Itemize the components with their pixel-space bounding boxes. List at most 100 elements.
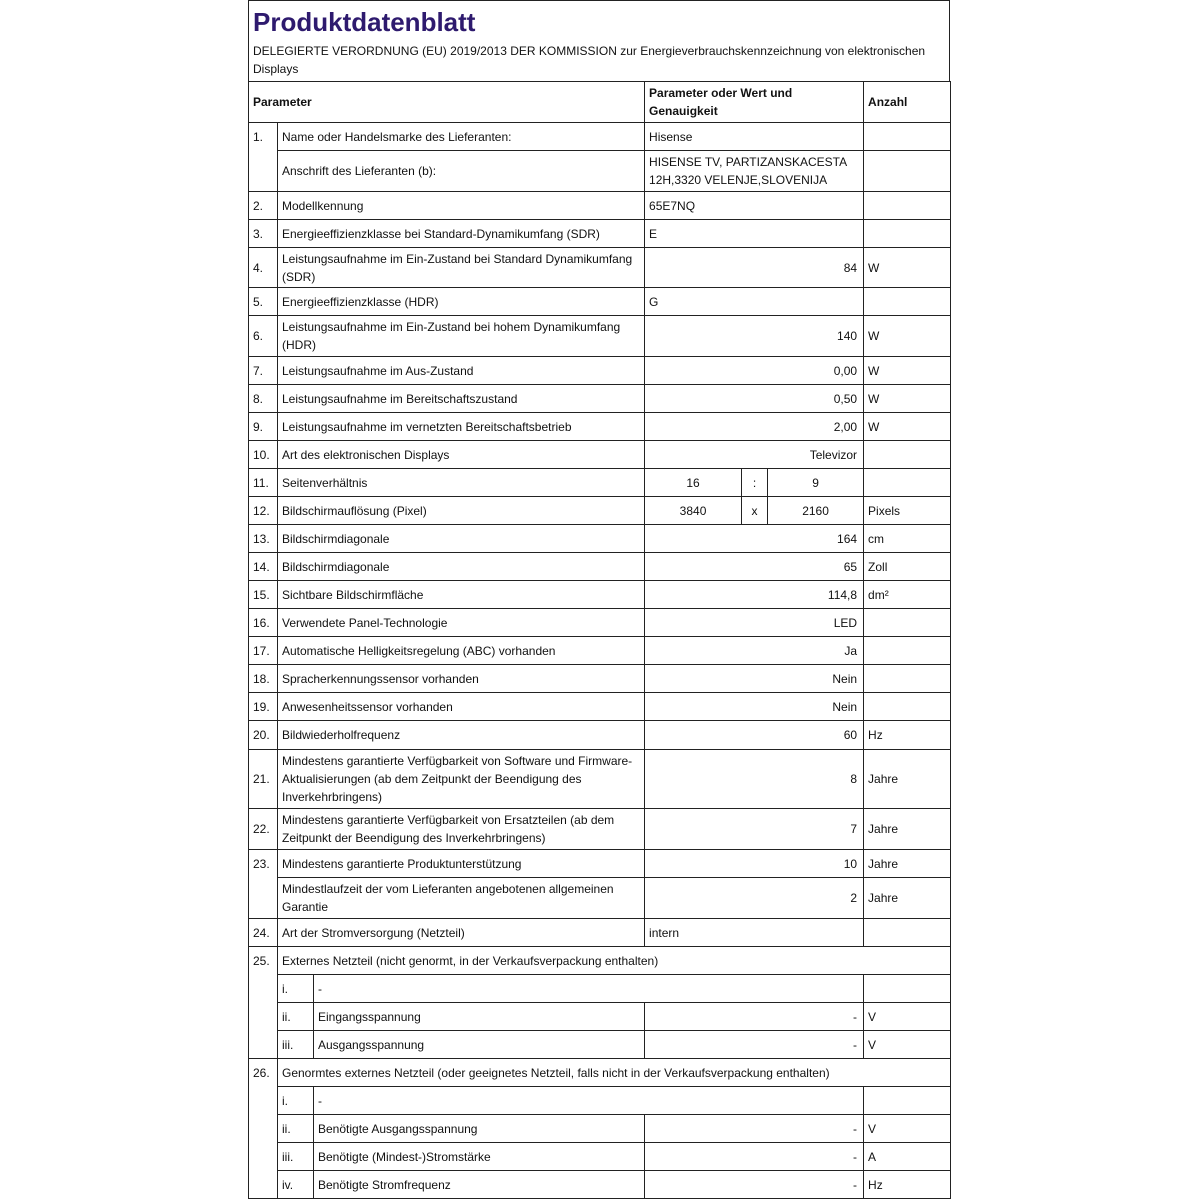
row-unit [863, 468, 952, 497]
sub-row-index: ii. [277, 1114, 314, 1143]
sub-row-unit [863, 1086, 952, 1115]
sub-row-value: - [644, 1030, 865, 1059]
row-unit: Jahre [863, 849, 952, 878]
sub-row-index: i. [277, 1086, 314, 1115]
row-number: 12. [248, 496, 278, 525]
row-value: 8 [644, 749, 865, 809]
sub-row-parameter: - [312, 974, 865, 1003]
sub-row-value: - [644, 1002, 865, 1031]
table-row: 10. Art des elektronischen Displays Televi… [248, 440, 952, 469]
row-unit: cm [863, 524, 952, 553]
row-number [248, 877, 278, 919]
row-number: 26. [248, 1058, 278, 1087]
table-row: 26. Genormtes externes Netzteil (oder gee… [248, 1058, 952, 1087]
table-row: 13. Bildschirmdiagonale 164 cm [248, 524, 952, 553]
row-number: 22. [248, 808, 278, 850]
table-row: 19. Anwesenheitssensor vorhanden Nein [248, 692, 952, 721]
row-unit: Zoll [863, 552, 952, 581]
row-value: 114,8 [644, 580, 865, 609]
row-number: 18. [248, 664, 278, 693]
row-number: 4. [248, 247, 278, 288]
row-unit: dm² [863, 580, 952, 609]
table-row: 6. Leistungsaufnahme im Ein-Zustand bei h… [248, 315, 952, 357]
header-parameter: Parameter [247, 81, 646, 123]
row-unit: Jahre [863, 749, 952, 809]
row-parameter: Spracherkennungssensor vorhanden [276, 664, 646, 693]
row-number: 17. [248, 636, 278, 665]
row-unit: W [863, 356, 952, 385]
row-value: Nein [644, 664, 865, 693]
table-row: 5. Energieeffizienzklasse (HDR) G [248, 287, 952, 316]
header-value: Parameter oder Wert und Genauigkeit [644, 81, 865, 123]
table-row: 24. Art der Stromversorgung (Netzteil) int… [248, 918, 952, 947]
row-number: 1. [248, 122, 278, 151]
table-row: 22. Mindestens garantierte Verfügbarkeit … [248, 808, 952, 850]
sub-row-index: i. [277, 974, 314, 1003]
table-row: Mindestlaufzeit der vom Lieferanten ange… [248, 877, 952, 919]
row-number: 7. [248, 356, 278, 385]
row-number [248, 1170, 278, 1199]
row-number [248, 150, 278, 192]
row-number: 25. [248, 946, 278, 975]
row-value: Televizor [644, 440, 865, 469]
data-table: Parameter Parameter oder Wert und Genaui… [247, 81, 952, 1199]
sub-row-unit [863, 974, 952, 1003]
sub-row-parameter: - [312, 1086, 865, 1115]
table-row: 4. Leistungsaufnahme im Ein-Zustand bei S… [248, 247, 952, 288]
table-row: 12. Bildschirmauflösung (Pixel) 3840 x 2160 P… [248, 496, 952, 525]
row-value: E [644, 219, 865, 248]
row-number: 21. [248, 749, 278, 809]
row-parameter: Art der Stromversorgung (Netzteil) [276, 918, 646, 947]
row-value-a: 3840 [644, 496, 743, 525]
table-row: 23. Mindestens garantierte Produktunterst… [248, 849, 952, 878]
row-number [248, 1030, 278, 1059]
row-number: 6. [248, 315, 278, 357]
row-parameter: Energieeffizienzklasse (HDR) [276, 287, 646, 316]
table-row: 3. Energieeffizienzklasse bei Standard-Dy… [248, 219, 952, 248]
table-row: 11. Seitenverhältnis 16:9 [248, 468, 952, 497]
table-row: 18. Spracherkennungssensor vorhanden Nein [248, 664, 952, 693]
section-title: Genormtes externes Netzteil (oder geeign… [276, 1058, 952, 1087]
row-value: Ja [644, 636, 865, 665]
row-number: 11. [248, 468, 278, 497]
row-parameter: Leistungsaufnahme im Ein-Zustand bei Sta… [276, 247, 646, 288]
sub-row-value: - [644, 1142, 865, 1171]
sub-row-value: - [644, 1170, 865, 1199]
row-unit [863, 287, 952, 316]
product-data-sheet: Produktdatenblatt DELEGIERTE VERORDNUNG … [247, 0, 952, 1199]
table-row: 7. Leistungsaufnahme im Aus-Zustand 0,00 W [248, 356, 952, 385]
row-value: 60 [644, 720, 865, 750]
table-row: iii. Ausgangsspannung - V [248, 1030, 952, 1059]
row-number: 3. [248, 219, 278, 248]
row-number: 15. [248, 580, 278, 609]
row-number: 16. [248, 608, 278, 637]
sub-row-index: ii. [277, 1002, 314, 1031]
regulation-subtitle: DELEGIERTE VERORDNUNG (EU) 2019/2013 DER… [253, 44, 926, 76]
sub-row-parameter: Benötigte Stromfrequenz [312, 1170, 646, 1199]
row-parameter: Anschrift des Lieferanten (b): [276, 150, 646, 192]
sheet-header: Produktdatenblatt DELEGIERTE VERORDNUNG … [248, 0, 950, 81]
row-number [248, 1142, 278, 1171]
row-value-separator: : [741, 468, 769, 497]
row-value: 0,50 [644, 384, 865, 413]
row-parameter: Bildschirmdiagonale [276, 552, 646, 581]
row-number [248, 1114, 278, 1143]
row-value-b: 2160 [767, 496, 865, 525]
table-row: ii. Benötigte Ausgangsspannung - V [248, 1114, 952, 1143]
table-row: 8. Leistungsaufnahme im Bereitschaftszust… [248, 384, 952, 413]
row-unit [863, 918, 952, 947]
row-unit [863, 219, 952, 248]
row-number [248, 1086, 278, 1115]
row-value-a: 16 [644, 468, 743, 497]
table-row: iv. Benötigte Stromfrequenz - Hz [248, 1170, 952, 1199]
table-row: iii. Benötigte (Mindest-)Stromstärke - A [248, 1142, 952, 1171]
row-parameter: Automatische Helligkeitsregelung (ABC) v… [276, 636, 646, 665]
row-value: 10 [644, 849, 865, 878]
header-unit: Anzahl [863, 81, 952, 123]
row-parameter: Mindestlaufzeit der vom Lieferanten ange… [276, 877, 646, 919]
row-number: 13. [248, 524, 278, 553]
table-row: 2. Modellkennung 65E7NQ [248, 191, 952, 220]
row-parameter: Name oder Handelsmarke des Lieferanten: [276, 122, 646, 151]
sub-row-unit: V [863, 1030, 952, 1059]
row-number: 24. [248, 918, 278, 947]
